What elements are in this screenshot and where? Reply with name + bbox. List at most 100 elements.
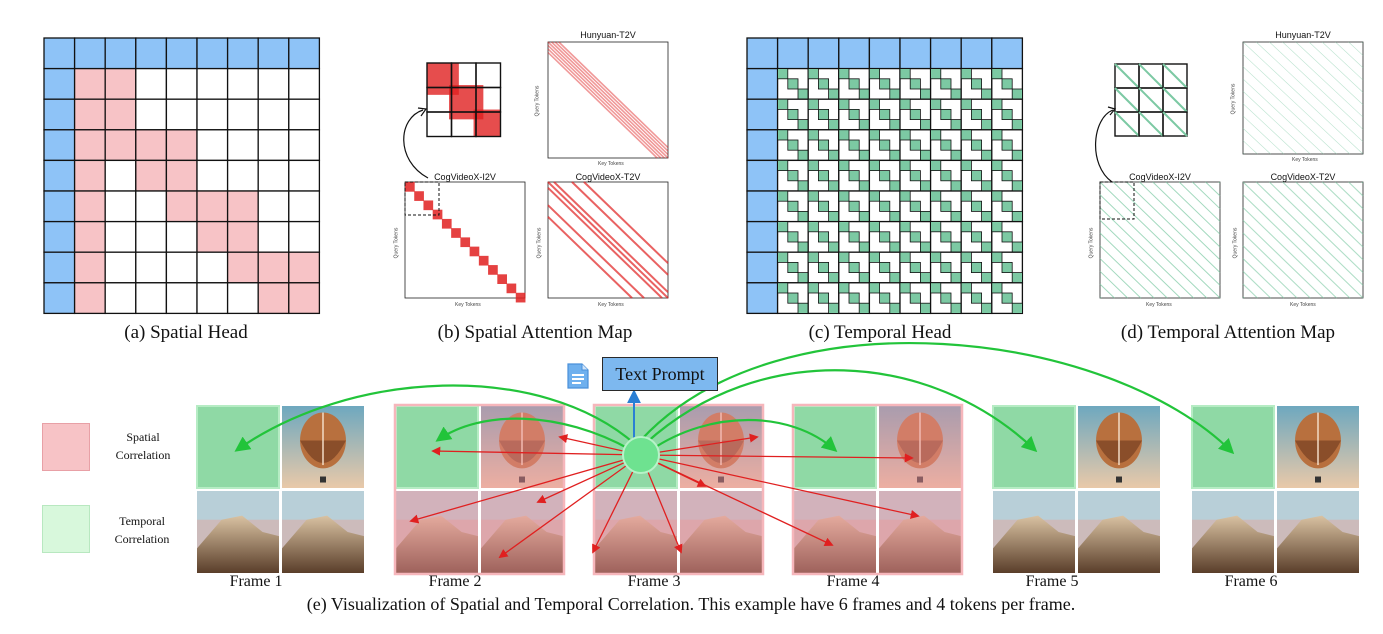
temporal-hunyuan-stripe [1269,41,1364,130]
spatial-arrow [640,454,920,519]
spatial-hunyuan-stripe [554,41,669,152]
temporal-token-cell [777,68,789,80]
temporal-token-cell [940,292,952,304]
temporal-token-cell [971,170,983,182]
frame-1 [196,405,364,573]
temporal-token-cell [818,200,830,212]
spatial-cog-t2v-stripe [547,216,633,299]
temporal-cog-i2v-stripe [1112,181,1221,286]
spatial-head-cell [165,220,198,253]
spatial-head-cell [196,190,229,223]
temporal-token-cell [787,78,799,90]
temporal-token-cell [960,98,972,110]
spatial-cog-t2v-stripe [547,181,669,299]
temporal-token-cell [807,68,819,80]
temporal-cog-i2v-stripe [1218,181,1221,184]
legend-temporal-swatch [42,505,90,553]
temporal-token-cell [940,200,952,212]
spatial-head-cell [135,129,168,162]
temporal-token-cell [960,282,972,294]
spatial-head-cell [257,37,290,70]
temporal-token-cell [848,170,860,182]
temporal-token-cell [807,282,819,294]
spatial-overlay [879,491,961,573]
spatial-hunyuan-frame [547,41,669,159]
temporal-hunyuan-marks [1242,41,1364,155]
zoom-diag [1114,63,1140,89]
temporal-hunyuan-stripe [1242,91,1311,155]
temporal-token-cell [909,78,921,90]
mountain-sky [595,491,677,520]
zoom-grid-cell [1162,111,1188,137]
spatial-head-cell [257,190,290,223]
temporal-cog-t2v-stripe [1242,258,1285,299]
temporal-token-cell [991,159,1003,171]
zoom-grid-cell [475,111,502,138]
temporal-arrow [645,369,1038,453]
temporal-cog-t2v-stripe [1242,245,1298,299]
balloon-basket [1116,476,1122,483]
temporal-token-cell [807,159,819,171]
temporal-token-cell [838,98,850,110]
temporal-token-cell [787,200,799,212]
temporal-token-cell [991,190,1003,202]
temporal-token-cell [848,139,860,151]
spatial-arrow [640,433,759,456]
temporal-token-cell [848,200,860,212]
mountain-sky [1078,491,1160,520]
temporal-hunyuan-stripe [1348,41,1364,56]
temporal-cog-i2v-stripe [1099,296,1102,299]
temporal-token-cell [930,251,942,263]
temporal-hunyuan-key-axis: Key Tokens [1292,157,1318,163]
mountain-shape [282,515,364,573]
temporal-token-cell [838,159,850,171]
spatial-head-cell [43,251,76,284]
temporal-map-title-hunyuan: Hunyuan-T2V [1275,30,1331,40]
temporal-hunyuan-stripe [1335,41,1364,68]
spatial-cog-i2v-block [515,292,526,303]
spatial-hunyuan-stripe [558,41,669,149]
temporal-cog-i2v-stripe [1099,194,1208,299]
spatial-head-cell [165,98,198,131]
mountain-sky [794,491,876,520]
caption-c: (c) Temporal Head [808,322,952,343]
temporal-token-cell [971,139,983,151]
temporal-token-cell [971,261,983,273]
frame-5 [992,405,1160,573]
temporal-cog-t2v-stripe [1335,181,1364,210]
mountain-shape [481,515,563,573]
temporal-token-cell [971,109,983,121]
spatial-hunyuan-stripe [547,48,662,159]
balloon-basket [519,476,525,483]
mountain-sky [993,491,1075,520]
text-prompt-box: Text Prompt [602,357,718,391]
spatial-head-cell [257,67,290,100]
frame-3 [592,403,765,576]
frame-label-5: Frame 5 [1025,573,1079,590]
spatial-arrow [431,446,642,456]
temporal-token-cell [777,251,789,263]
spatial-head-cell [226,220,259,253]
spatial-head-cell [73,129,106,162]
spatial-head-cell [43,190,76,223]
spatial-cog-i2v-block [497,274,507,284]
temporal-cog-t2v-stripe [1361,181,1364,184]
spatial-overlay [794,491,876,573]
spatial-head-cell [165,190,198,223]
temporal-cog-t2v-stripe [1242,219,1324,299]
temporal-cog-i2v-stripe [1099,270,1128,299]
temporal-arrow [650,419,838,453]
spatial-head-cell [288,159,321,192]
temporal-token-cell [991,282,1003,294]
spatial-hunyuan-stripe [547,51,658,159]
temporal-token-cell [899,282,911,294]
temporal-token-cell [1001,78,1013,90]
zoom-arrow-head [1107,106,1117,116]
temporal-token [395,405,479,489]
temporal-cog-t2v-stripe [1282,181,1364,261]
temporal-hunyuan-stripe [1242,128,1271,155]
temporal-cog-i2v-stripe [1152,181,1221,248]
zoom-region [1099,181,1135,220]
